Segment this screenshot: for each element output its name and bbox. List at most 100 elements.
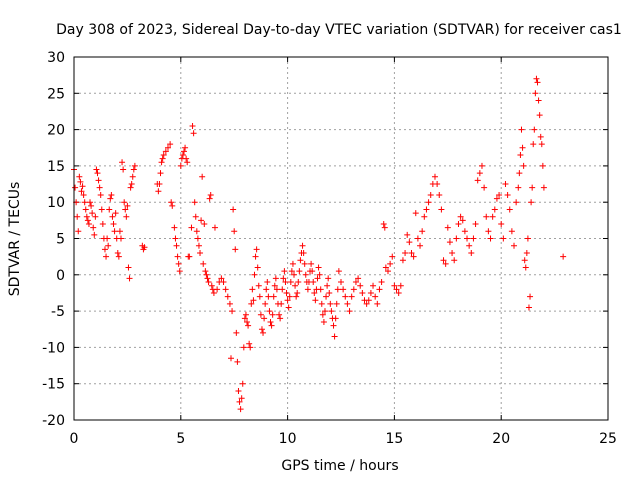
data-point xyxy=(89,210,96,217)
data-point xyxy=(162,148,169,155)
data-point xyxy=(129,173,136,180)
data-point xyxy=(249,286,256,293)
data-point xyxy=(323,293,330,300)
data-point xyxy=(237,406,244,413)
data-point xyxy=(103,253,110,260)
data-point xyxy=(293,293,300,300)
data-point xyxy=(295,279,302,286)
data-point xyxy=(315,264,322,271)
data-point xyxy=(335,268,342,275)
data-point xyxy=(397,282,404,289)
data-point xyxy=(302,271,309,278)
data-point xyxy=(267,318,274,325)
data-point xyxy=(289,260,296,267)
data-point xyxy=(372,293,379,300)
data-point xyxy=(427,191,434,198)
data-point xyxy=(99,220,106,227)
data-point xyxy=(218,275,225,282)
data-point xyxy=(72,184,79,191)
data-point xyxy=(191,199,198,206)
data-point xyxy=(294,289,301,296)
data-point xyxy=(174,253,181,260)
data-point xyxy=(449,250,456,257)
data-point xyxy=(529,184,536,191)
data-point xyxy=(268,322,275,329)
data-point xyxy=(96,184,103,191)
data-point xyxy=(111,228,118,235)
data-point xyxy=(436,191,443,198)
data-point xyxy=(131,162,138,169)
data-point xyxy=(232,246,239,253)
data-point xyxy=(105,242,112,249)
data-point xyxy=(520,162,527,169)
data-point xyxy=(280,275,287,282)
data-point xyxy=(265,293,272,300)
data-point xyxy=(252,253,259,260)
data-point xyxy=(399,257,406,264)
data-point xyxy=(419,228,426,235)
data-point xyxy=(508,228,515,235)
data-point xyxy=(423,206,430,213)
data-point xyxy=(116,228,123,235)
data-point xyxy=(171,224,178,231)
data-point xyxy=(251,271,258,278)
data-point xyxy=(455,220,462,227)
data-point xyxy=(126,275,133,282)
data-point xyxy=(277,315,284,322)
data-point xyxy=(262,300,269,307)
data-point xyxy=(95,177,102,184)
data-point xyxy=(330,322,337,329)
data-point xyxy=(159,155,166,162)
data-point xyxy=(182,144,189,151)
data-point xyxy=(79,183,86,190)
data-point xyxy=(308,260,315,267)
data-point xyxy=(451,257,458,264)
data-point xyxy=(108,191,115,198)
data-point xyxy=(297,257,304,264)
data-point xyxy=(172,235,179,242)
data-point xyxy=(284,297,291,304)
data-point xyxy=(236,398,243,405)
data-point xyxy=(534,79,541,86)
y-tick-label: -10 xyxy=(42,340,65,356)
data-point xyxy=(333,300,340,307)
data-point xyxy=(489,213,496,220)
data-point xyxy=(246,340,253,347)
data-point xyxy=(279,286,286,293)
y-tick-label: 0 xyxy=(56,268,65,284)
data-point xyxy=(292,282,299,289)
y-tick-label: -20 xyxy=(42,413,65,429)
data-point xyxy=(326,289,333,296)
x-tick-label: 0 xyxy=(70,431,79,447)
data-point xyxy=(164,144,171,151)
data-point xyxy=(176,268,183,275)
data-point xyxy=(122,206,129,213)
data-point xyxy=(414,235,421,242)
data-point xyxy=(155,188,162,195)
data-point xyxy=(500,235,507,242)
data-point xyxy=(173,242,180,249)
data-point xyxy=(235,387,242,394)
data-point xyxy=(506,206,513,213)
data-point xyxy=(318,300,325,307)
data-point xyxy=(76,173,83,180)
data-point xyxy=(271,282,278,289)
data-point xyxy=(276,311,283,318)
y-tick-label: 20 xyxy=(47,123,65,139)
data-point xyxy=(264,279,271,286)
data-point xyxy=(355,275,362,282)
data-point xyxy=(240,344,247,351)
x-axis-label: GPS time / hours xyxy=(281,458,398,474)
y-axis-label: SDTVAR / TECUs xyxy=(7,182,23,297)
data-point xyxy=(261,315,268,322)
data-point xyxy=(402,250,409,257)
data-point xyxy=(378,279,385,286)
data-point xyxy=(203,271,210,278)
data-point xyxy=(481,184,488,191)
data-point xyxy=(82,206,89,213)
data-point xyxy=(239,380,246,387)
data-point xyxy=(250,297,257,304)
x-tick-label: 10 xyxy=(279,431,297,447)
data-point xyxy=(117,235,124,242)
data-point xyxy=(160,152,167,159)
